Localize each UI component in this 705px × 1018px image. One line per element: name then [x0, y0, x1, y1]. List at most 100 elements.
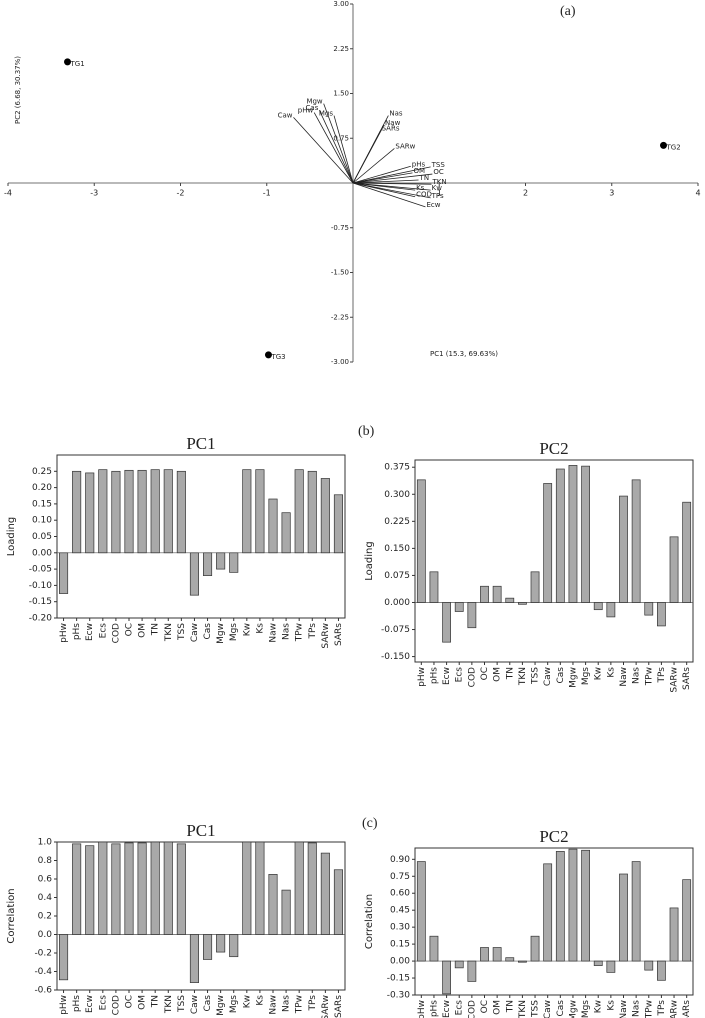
x-tick-label: Ecs — [455, 667, 465, 683]
y-tick-label: 1.50 — [333, 90, 349, 98]
bar — [669, 907, 679, 962]
vector-label: Naw — [385, 119, 401, 127]
plot-frame — [414, 459, 694, 663]
plot-frame — [414, 847, 694, 996]
y-tick-label: 0.150 — [384, 544, 410, 554]
x-tick-label: TPw — [644, 1000, 654, 1018]
x-tick-label: TPw — [295, 995, 305, 1014]
loading-vector — [352, 173, 433, 184]
bar — [682, 501, 692, 603]
y-tick-label: 0.25 — [32, 467, 52, 477]
x-tick-label: OC — [125, 623, 135, 636]
y-tick-label: 0.90 — [390, 855, 410, 865]
y-tick-label: -0.4 — [34, 967, 52, 977]
bar — [644, 602, 654, 616]
x-tick-label: Naw — [619, 1000, 629, 1018]
bar — [137, 842, 147, 935]
bar — [229, 552, 239, 573]
bar — [111, 843, 121, 935]
x-tick-label: SARs — [334, 995, 344, 1018]
bar — [492, 585, 502, 603]
x-tick-label: SARw — [321, 623, 331, 649]
bar — [505, 597, 515, 603]
bar — [72, 470, 82, 554]
bar — [454, 602, 464, 612]
bar — [72, 843, 82, 935]
x-tick-label: TPs — [657, 667, 667, 684]
x-tick-label: COD — [111, 995, 121, 1015]
bar — [581, 849, 590, 962]
bar — [581, 465, 590, 603]
x-tick-label: TKN — [518, 667, 528, 686]
vector-label: Ecw — [426, 201, 440, 209]
bar — [294, 469, 304, 554]
x-tick-label: Caw — [190, 623, 200, 642]
bar — [124, 469, 134, 554]
x-tick-label: Ecs — [98, 995, 108, 1011]
y-axis-label: PC2 (6.68, 30.37%) — [14, 56, 22, 124]
bar — [255, 469, 265, 554]
x-tick-label: Ks — [606, 667, 616, 678]
y-tick-label: 0.45 — [390, 906, 410, 916]
vector-label: Kw — [432, 184, 443, 192]
point-label: TG3 — [270, 353, 285, 361]
x-tick-label: SARw — [670, 1000, 680, 1018]
bar — [307, 470, 317, 554]
bar — [467, 602, 477, 629]
x-tick-label: COD — [467, 1000, 477, 1018]
y-tick-label: 0.6 — [38, 875, 53, 885]
loading-vector — [352, 148, 395, 184]
y-tick-label: 0.75 — [333, 134, 349, 142]
bar — [442, 602, 451, 643]
bar — [467, 960, 477, 982]
y-tick-label: 0.2 — [38, 912, 52, 922]
y-axis-label: Correlation — [364, 894, 375, 949]
x-tick-label: TPw — [295, 623, 305, 642]
x-tick-label: SARw — [670, 667, 680, 693]
bar — [111, 470, 121, 554]
bar — [189, 552, 199, 596]
y-tick-label: 0.75 — [390, 872, 410, 882]
bar — [619, 873, 628, 962]
y-tick-label: 0.15 — [32, 499, 52, 509]
x-tick-label: Kw — [594, 1000, 604, 1013]
bar — [429, 935, 439, 962]
x-tick-label: OM — [138, 623, 148, 638]
bar — [442, 960, 451, 995]
y-tick-label: -0.75 — [331, 224, 349, 232]
x-tick-label: Ecs — [455, 1000, 465, 1016]
bar — [294, 841, 304, 935]
x-tick-label: Ks — [606, 1000, 616, 1011]
vector-label: TKN — [431, 178, 446, 186]
vector-label: Mgw — [306, 98, 322, 106]
bar — [255, 841, 265, 935]
x-tick-label: TSS — [177, 995, 187, 1013]
x-tick-label: COD — [467, 667, 477, 687]
bar — [631, 479, 641, 603]
y-axis-label: Loading — [6, 517, 17, 556]
x-tick-label: Caw — [543, 1000, 553, 1018]
y-axis-label: Correlation — [6, 888, 17, 943]
x-tick-label: Kw — [242, 623, 252, 636]
bar — [85, 472, 95, 554]
loading-vector — [352, 182, 431, 199]
bar — [98, 841, 108, 935]
vector-label: TSS — [431, 161, 446, 169]
bar — [555, 468, 565, 603]
bar — [59, 934, 69, 981]
y-tick-label: 0.05 — [32, 532, 52, 542]
bar — [657, 602, 666, 627]
y-tick-label: -0.10 — [29, 581, 53, 591]
y-tick-label: 0.15 — [390, 940, 410, 950]
x-tick-label: Mgw — [568, 667, 578, 688]
bar — [619, 495, 628, 603]
y-tick-label: 0.0 — [38, 930, 53, 940]
panel-label: (c) — [362, 816, 378, 831]
panel-label: (b) — [358, 424, 375, 439]
x-tick-label: Ecw — [442, 1000, 452, 1018]
x-tick-label: TPs — [308, 623, 318, 640]
bar — [203, 552, 213, 576]
panel-label: (a) — [560, 4, 576, 19]
y-tick-label: 0.300 — [384, 490, 410, 500]
bar — [492, 947, 502, 962]
